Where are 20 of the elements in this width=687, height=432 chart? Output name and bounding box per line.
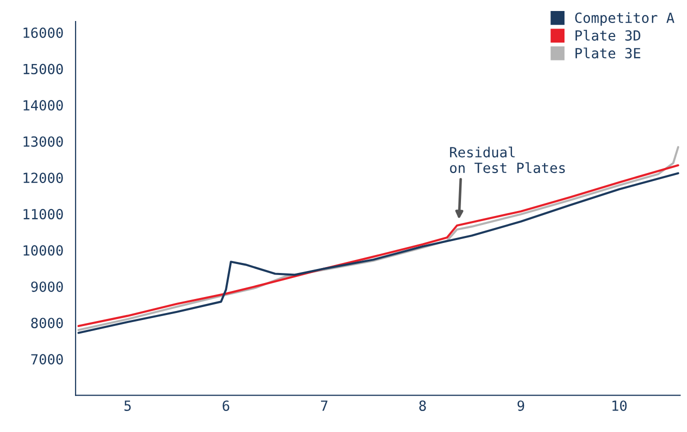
x-tick-label: 7 xyxy=(321,400,328,411)
legend-label: Competitor A xyxy=(575,12,674,26)
annotation: Residual on Test Plates xyxy=(450,146,565,174)
y-tick-label: 8000 xyxy=(31,318,63,328)
y-tick-label: 16000 xyxy=(24,27,63,38)
y-tick-label: 13000 xyxy=(24,136,63,147)
y-tick-label: 10000 xyxy=(24,245,63,256)
legend-label: Plate 3D xyxy=(576,30,640,41)
x-tick-label: 10 xyxy=(612,400,627,411)
x-tick-label: 5 xyxy=(124,400,131,411)
y-tick-label: 12000 xyxy=(24,172,63,184)
legend-label: Plate 3E xyxy=(576,48,640,58)
y-tick-label: 15000 xyxy=(24,64,63,74)
y-tick-label: 9000 xyxy=(31,281,63,292)
y-tick-label: 11000 xyxy=(24,208,63,220)
x-tick-label: 8 xyxy=(419,400,426,411)
y-tick-label: 14000 xyxy=(24,100,63,111)
x-tick-label: 9 xyxy=(518,400,524,411)
x-tick-label: 6 xyxy=(222,400,230,411)
y-tick-label: 7000 xyxy=(31,354,63,365)
